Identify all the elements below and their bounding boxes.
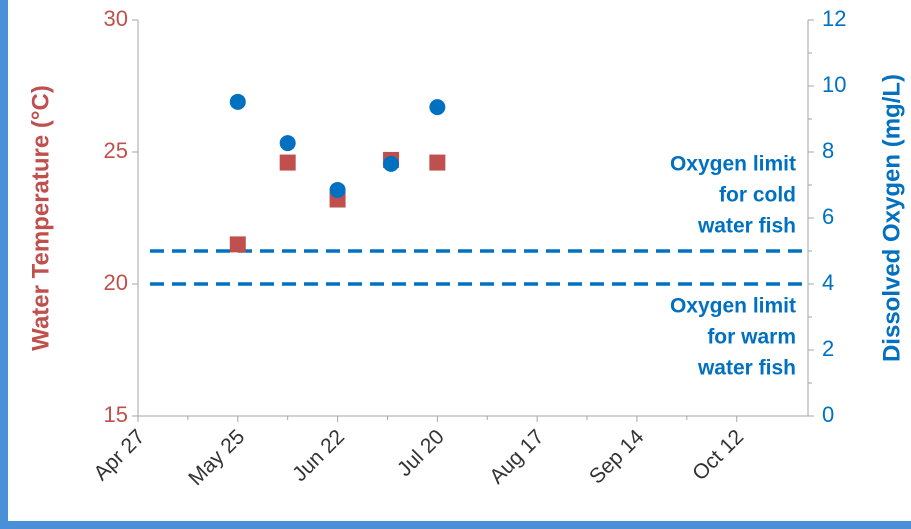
y-tick-label: 20: [104, 270, 128, 295]
annotation: for cold: [719, 184, 796, 207]
point: [429, 154, 446, 171]
annotation: water fish: [697, 215, 796, 238]
annotation: Oxygen limit: [670, 153, 796, 176]
annotation: for warm: [707, 326, 796, 349]
y-tick-label: 15: [104, 402, 128, 427]
y-tick-label: 30: [104, 6, 128, 31]
y-axis-label: Water Temperature (°C): [27, 85, 54, 351]
point: [329, 181, 346, 198]
point: [229, 236, 246, 253]
y2-tick-label: 10: [822, 72, 846, 97]
x-tick-label: Jun 22: [288, 425, 349, 486]
x-tick-label: Aug 17: [485, 425, 548, 488]
x-tick-label: Sep 14: [585, 425, 649, 489]
frame-bottom: [0, 521, 911, 529]
annotation: water fish: [697, 357, 796, 380]
y-tick-label: 25: [104, 138, 128, 163]
annotation: Oxygen limit: [670, 295, 796, 318]
x-tick-label: Apr 27: [89, 425, 149, 485]
y2-tick-label: 0: [822, 402, 834, 427]
x-tick-label: Jul 20: [393, 425, 449, 481]
y2-tick-label: 2: [822, 336, 834, 361]
y2-tick-label: 8: [822, 138, 834, 163]
y2-tick-label: 4: [822, 270, 834, 295]
point: [383, 155, 400, 172]
point: [279, 135, 296, 152]
y2-axis-label: Dissolved Oxygen (mg/L): [878, 74, 905, 362]
point: [229, 93, 246, 110]
x-tick-label: Oct 12: [688, 425, 748, 485]
frame-left: [0, 0, 8, 529]
y2-tick-label: 12: [822, 6, 846, 31]
point: [429, 99, 446, 116]
x-tick-label: May 25: [184, 425, 249, 490]
point: [279, 154, 296, 171]
y2-tick-label: 6: [822, 204, 834, 229]
